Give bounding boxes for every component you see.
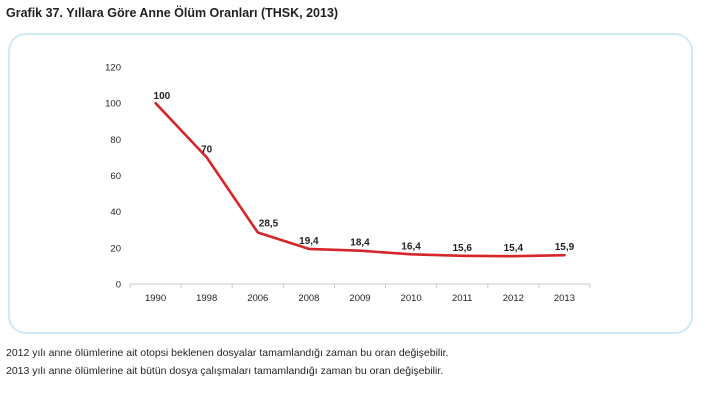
x-tick-label: 2006 — [247, 293, 268, 304]
y-axis: 0 20 40 60 80 100 120 — [105, 63, 121, 291]
data-labels: 100 70 28,5 19,4 18,4 16,4 15,6 15,4 15,9 — [154, 91, 575, 254]
footnote-2012: 2012 yılı anne ölümlerine ait otopsi bek… — [6, 347, 449, 359]
x-tick-label: 2010 — [401, 293, 422, 304]
data-label: 28,5 — [259, 218, 279, 229]
y-tick-label: 20 — [110, 243, 121, 254]
data-label: 15,9 — [555, 242, 575, 253]
data-label: 16,4 — [401, 241, 421, 252]
data-label: 15,6 — [452, 243, 472, 254]
x-axis: 1990 1998 2006 2008 2009 2010 2011 2012 2013 — [129, 283, 591, 304]
x-tick-label: 1990 — [145, 293, 166, 304]
series-line — [154, 101, 566, 258]
x-tick-label: 2009 — [349, 293, 370, 304]
footnote-2013: 2013 yılı anne ölümlerine ait bütün dosy… — [6, 365, 444, 377]
x-tick-label: 2013 — [554, 293, 575, 304]
data-label: 18,4 — [350, 238, 370, 249]
chart-title: Grafik 37. Yıllara Göre Anne Ölüm Oranla… — [6, 6, 339, 20]
data-label: 19,4 — [299, 236, 319, 247]
y-tick-label: 60 — [110, 171, 121, 182]
y-tick-label: 120 — [105, 63, 121, 74]
y-tick-label: 80 — [110, 135, 121, 146]
y-tick-label: 0 — [116, 280, 121, 291]
data-label: 70 — [201, 144, 213, 155]
footnotes: 2012 yılı anne ölümlerine ait otopsi bek… — [6, 344, 448, 380]
x-tick-label: 2008 — [298, 293, 319, 304]
y-tick-label: 40 — [110, 207, 121, 218]
x-tick-label: 1998 — [196, 293, 217, 304]
series — [154, 101, 566, 258]
x-tick-label: 2012 — [503, 293, 524, 304]
data-label: 15,4 — [504, 243, 524, 254]
x-tick-label: 2011 — [452, 293, 472, 304]
data-label: 100 — [154, 91, 171, 102]
y-tick-label: 100 — [105, 99, 121, 110]
